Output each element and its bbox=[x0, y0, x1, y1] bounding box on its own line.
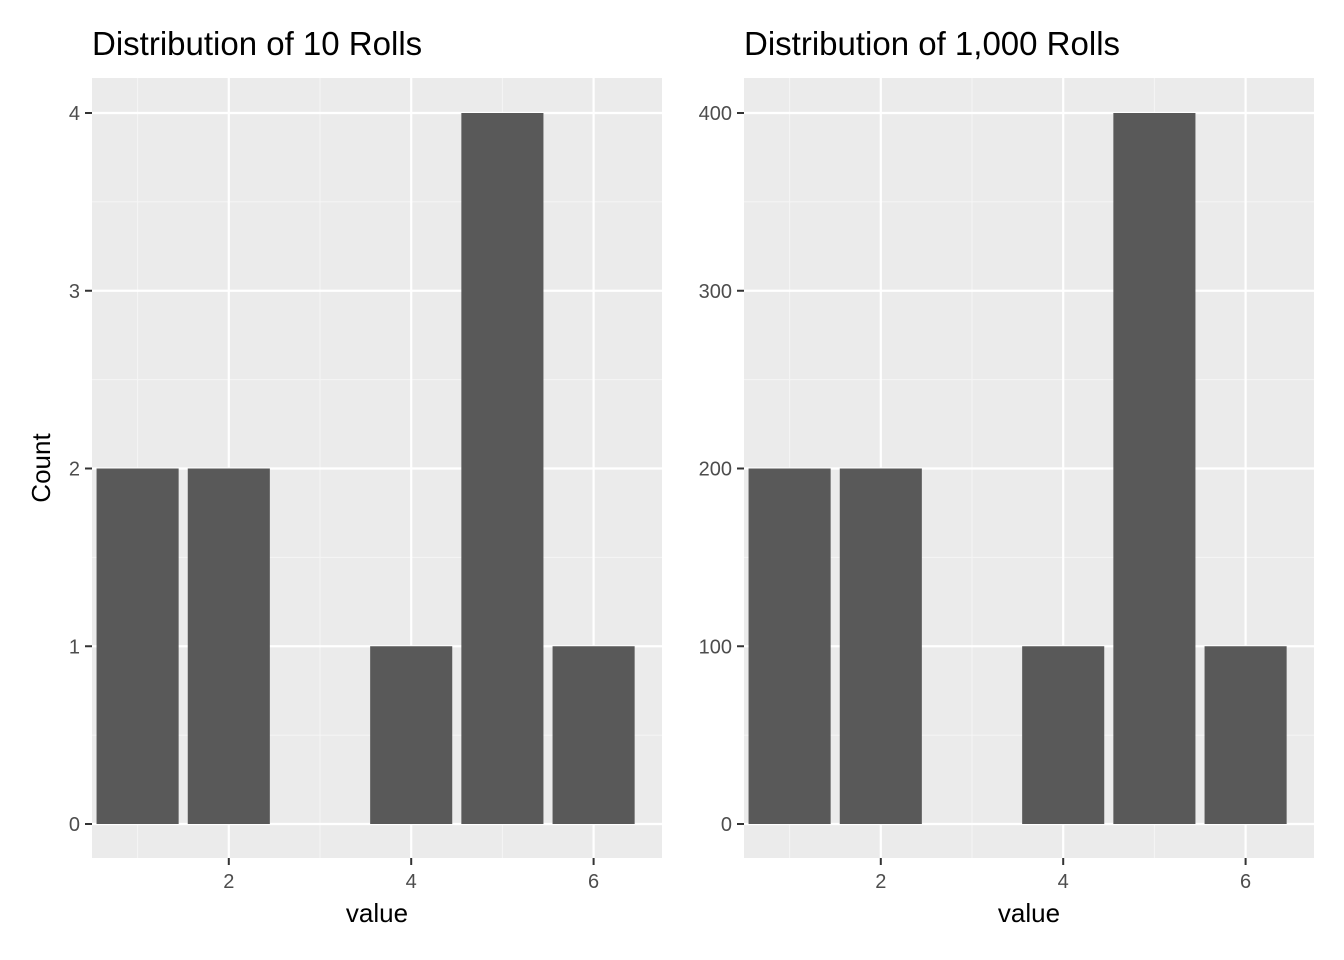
bar-value-2 bbox=[187, 468, 270, 824]
y-axis-ticks: 0 1 2 3 4 bbox=[69, 103, 92, 836]
x-tick-label: 6 bbox=[1240, 871, 1251, 893]
bars bbox=[96, 113, 635, 824]
bar-value-1 bbox=[748, 468, 831, 824]
y-tick-label: 400 bbox=[699, 103, 732, 125]
bars bbox=[748, 113, 1287, 824]
y-tick-label: 4 bbox=[69, 103, 80, 125]
chart-panel-1000-rolls: Distribution of 1,000 Rolls 010020030040… bbox=[699, 25, 1314, 928]
bar-value-4 bbox=[370, 646, 453, 824]
y-axis-title: Count bbox=[26, 433, 56, 503]
x-axis-title: value bbox=[346, 898, 408, 928]
x-tick-label: 2 bbox=[223, 871, 234, 893]
x-tick-label: 4 bbox=[1058, 871, 1069, 893]
y-tick-label: 2 bbox=[69, 459, 80, 481]
bar-value-4 bbox=[1022, 646, 1105, 824]
y-tick-label: 0 bbox=[721, 814, 732, 836]
chart-panel-10-rolls: Distribution of 10 Rolls 0 1 2 3 4 2 4 6 value… bbox=[26, 25, 662, 928]
y-tick-label: 1 bbox=[69, 636, 80, 658]
y-tick-label: 100 bbox=[699, 636, 732, 658]
x-axis-title: value bbox=[998, 898, 1060, 928]
bar-value-5 bbox=[461, 113, 544, 824]
y-tick-label: 200 bbox=[699, 459, 732, 481]
x-tick-label: 6 bbox=[588, 871, 599, 893]
bar-value-1 bbox=[96, 468, 179, 824]
y-tick-label: 300 bbox=[699, 281, 732, 303]
y-axis-ticks: 0 100 200 300 400 bbox=[699, 103, 744, 836]
bar-value-2 bbox=[839, 468, 922, 824]
y-tick-label: 3 bbox=[69, 281, 80, 303]
bar-value-6 bbox=[552, 646, 635, 824]
bar-value-6 bbox=[1204, 646, 1287, 824]
bar-value-5 bbox=[1113, 113, 1196, 824]
panel-title: Distribution of 1,000 Rolls bbox=[744, 25, 1120, 62]
x-axis-ticks: 2 4 6 bbox=[223, 858, 599, 893]
x-tick-label: 2 bbox=[875, 871, 886, 893]
y-tick-label: 0 bbox=[69, 814, 80, 836]
x-axis-ticks: 2 4 6 bbox=[875, 858, 1251, 893]
x-tick-label: 4 bbox=[406, 871, 417, 893]
panel-title: Distribution of 10 Rolls bbox=[92, 25, 422, 62]
